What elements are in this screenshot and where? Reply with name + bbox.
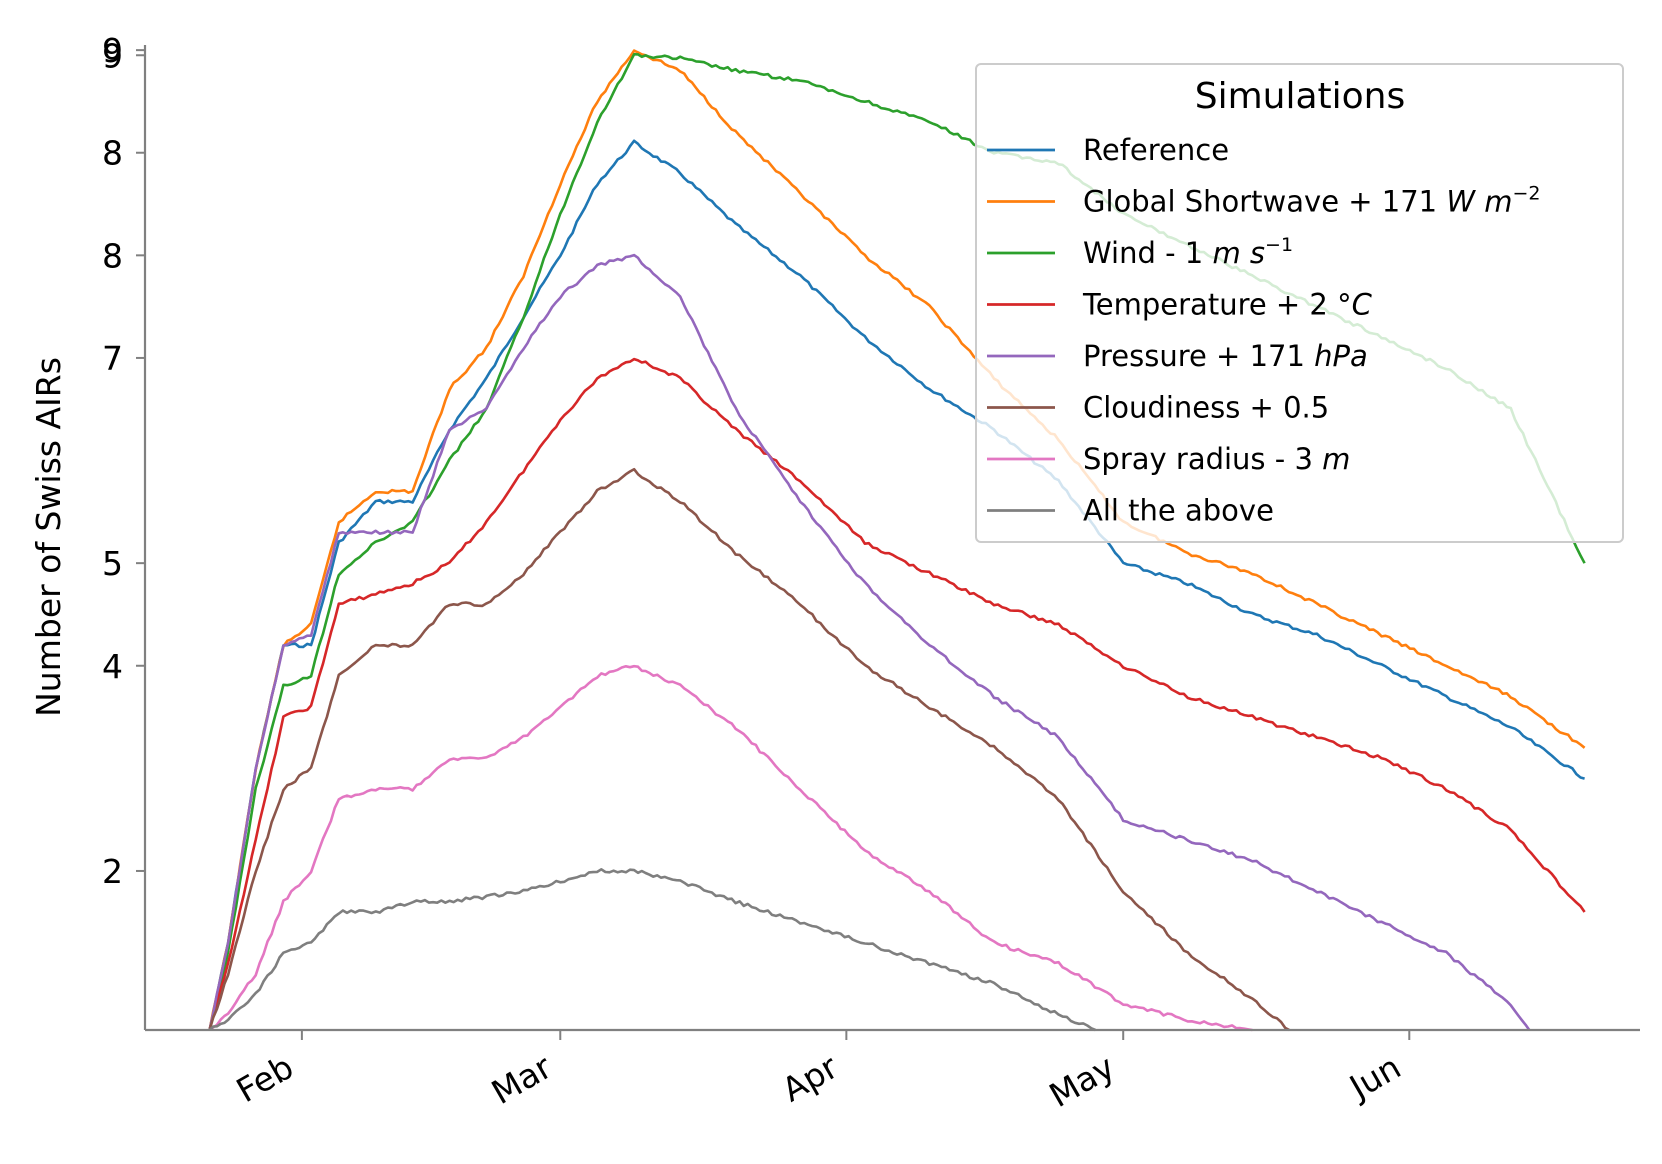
y-ticks: 2 4 5 7 8 8 99 bbox=[102, 31, 145, 891]
x-tick-label: Apr bbox=[775, 1047, 844, 1110]
legend: Simulations Reference Global Shortwave + … bbox=[975, 63, 1624, 543]
legend-label: All the above bbox=[1083, 494, 1274, 528]
legend-title: Simulations bbox=[1195, 76, 1406, 117]
series-line bbox=[208, 253, 1531, 1031]
x-tick-label: Feb bbox=[230, 1047, 300, 1110]
series-line bbox=[208, 357, 1586, 1031]
series-line bbox=[208, 49, 1586, 1031]
legend-items: Reference Global Shortwave + 171 W m−2 Win… bbox=[987, 133, 1541, 528]
legend-frame bbox=[975, 63, 1624, 543]
legend-label: Cloudiness + 0.5 bbox=[1083, 391, 1329, 425]
legend-label: Temperature + 2 °C bbox=[1082, 288, 1373, 322]
y-tick-label: 8 bbox=[102, 134, 123, 173]
y-tick-label: 5 bbox=[102, 544, 123, 583]
x-ticks: Feb Mar Apr May Jun bbox=[230, 1030, 1411, 1115]
y-tick-label: 2 bbox=[102, 852, 123, 891]
x-tick-label: May bbox=[1043, 1047, 1122, 1115]
y-tick-label: 4 bbox=[102, 647, 123, 686]
legend-label: Global Shortwave + 171 W m−2 bbox=[1083, 183, 1541, 219]
series-line bbox=[208, 467, 1290, 1032]
y-tick-label: 7 bbox=[102, 339, 123, 378]
plot-area bbox=[208, 49, 1586, 1032]
series-line bbox=[208, 868, 1096, 1032]
series-line bbox=[208, 664, 1253, 1032]
x-tick-label: Mar bbox=[485, 1047, 559, 1112]
legend-label: Pressure + 171 hPa bbox=[1083, 339, 1368, 373]
x-tick-label: Jun bbox=[1341, 1047, 1407, 1108]
legend-label: Reference bbox=[1083, 133, 1229, 167]
y-tick-label: 9 bbox=[102, 31, 123, 70]
legend-label: Wind - 1 m s−1 bbox=[1083, 234, 1293, 270]
legend-label: Spray radius - 3 m bbox=[1083, 442, 1350, 476]
series-line bbox=[208, 139, 1585, 1031]
y-axis-title: Number of Swiss AIRs bbox=[29, 357, 68, 717]
series-lines bbox=[208, 49, 1586, 1032]
y-tick-label: 8 bbox=[102, 236, 123, 275]
y-tick-label: 9 bbox=[102, 36, 123, 75]
